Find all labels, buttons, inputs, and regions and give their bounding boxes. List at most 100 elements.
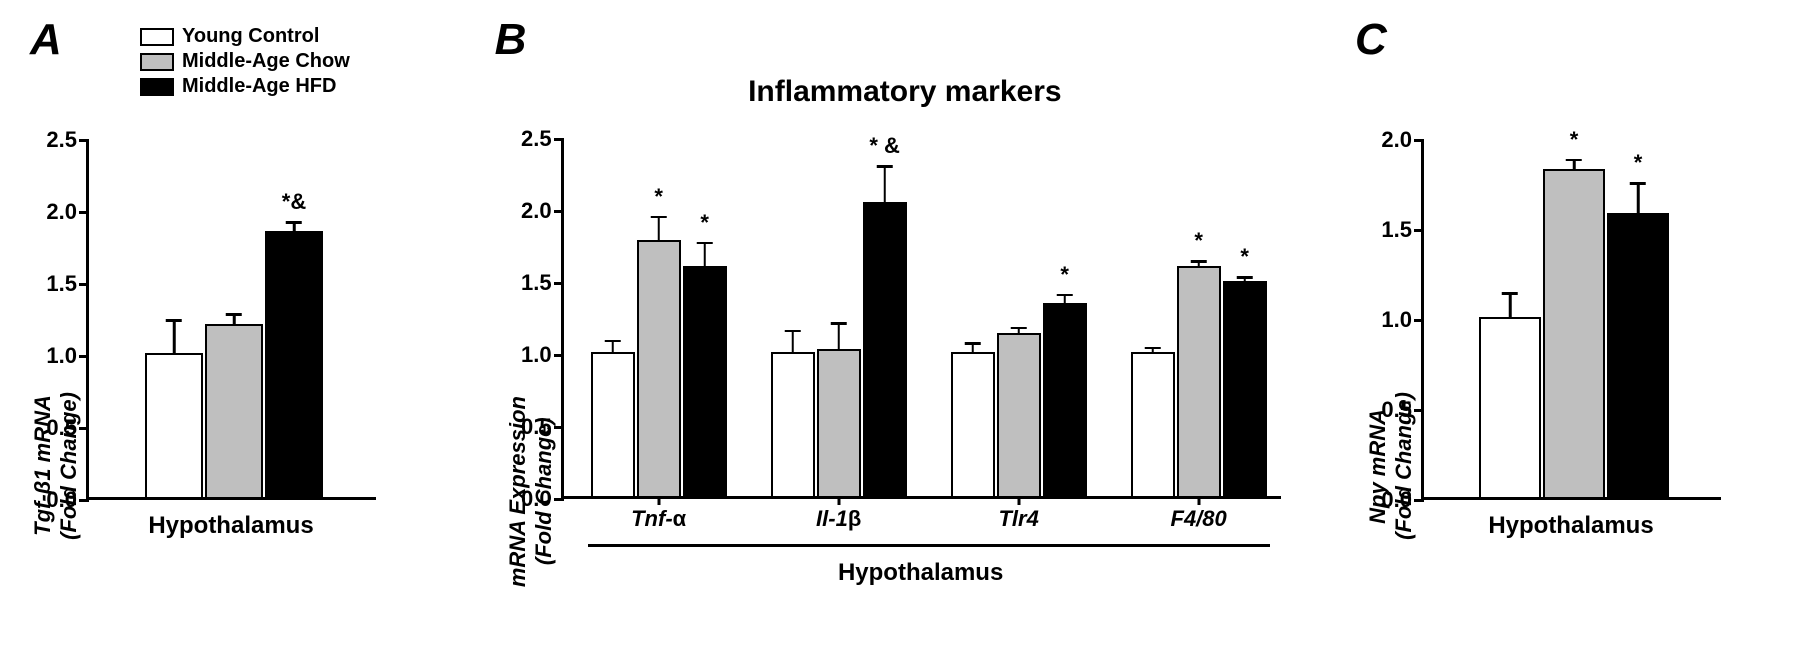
bar-group: ** (1479, 169, 1669, 497)
y-tick-label: 2.0 (1381, 127, 1412, 153)
error-cap (1145, 347, 1161, 350)
significance-marker: * & (869, 133, 900, 159)
y-tick-label: 0.0 (1381, 487, 1412, 513)
bar-group: *& (145, 231, 323, 497)
legend-item: Middle-Age Chow (140, 50, 350, 73)
y-tick-label: 1.0 (46, 343, 77, 369)
panel-b-plot: 0.00.51.01.52.02.5*** &***Tnf-αIl-1βTlr4… (561, 139, 1281, 499)
significance-marker: * (1240, 244, 1249, 270)
panel-c-label: C (1355, 15, 1387, 65)
bar (145, 353, 203, 497)
error-bar (703, 242, 706, 268)
legend-label: Middle-Age HFD (182, 75, 336, 98)
y-tick-label: 1.5 (46, 271, 77, 297)
bars-layer: ** (1424, 140, 1721, 497)
y-tick (79, 427, 89, 430)
legend-item: Young Control (140, 25, 350, 48)
y-tick-label: 1.0 (521, 342, 552, 368)
bar (205, 324, 263, 497)
error-cap (1191, 260, 1207, 263)
error-cap (605, 340, 621, 343)
bar (997, 333, 1041, 496)
y-tick-label: 2.5 (521, 126, 552, 152)
panel-a-chart: Tgf-β1 mRNA (Fold Change) 0.00.51.01.52.… (30, 140, 445, 540)
error-cap (1011, 327, 1027, 330)
y-tick (554, 354, 564, 357)
y-tick (1414, 139, 1424, 142)
y-tick-label: 0.0 (46, 487, 77, 513)
x-tick (1197, 496, 1200, 505)
bar (951, 352, 995, 496)
panel-a-plot: 0.00.51.01.52.02.5*& (86, 140, 376, 500)
y-tick-label: 0.0 (521, 486, 552, 512)
error-bar (233, 313, 236, 326)
y-tick (79, 283, 89, 286)
panel-b-xlabel: Hypothalamus (561, 559, 1281, 587)
significance-marker: * (700, 210, 709, 236)
x-tick-label: F4/80 (1171, 506, 1227, 532)
x-tick-label: Tlr4 (998, 506, 1038, 532)
y-tick-label: 2.0 (46, 199, 77, 225)
error-bar (1063, 294, 1066, 306)
significance-marker: * (654, 184, 663, 210)
panel-a-xlabel: Hypothalamus (86, 512, 376, 540)
x-tick (837, 496, 840, 505)
y-tick (79, 355, 89, 358)
y-tick (79, 139, 89, 142)
error-bar (1243, 276, 1246, 283)
error-bar (1197, 260, 1200, 267)
error-bar (1509, 292, 1512, 319)
bar: * (1043, 303, 1087, 496)
error-cap (1502, 292, 1518, 295)
error-cap (1237, 276, 1253, 279)
significance-marker: * (1194, 228, 1203, 254)
bar: * (1177, 266, 1221, 496)
y-tick (554, 138, 564, 141)
y-tick (554, 498, 564, 501)
bar-group: * (951, 303, 1087, 496)
error-bar (883, 165, 886, 204)
figure: A Young ControlMiddle-Age ChowMiddle-Age… (30, 20, 1770, 587)
error-cap (877, 165, 893, 168)
y-tick (79, 211, 89, 214)
y-tick (1414, 229, 1424, 232)
panel-a-label: A (30, 15, 62, 65)
panel-c-plot: 0.00.51.01.52.0** (1421, 140, 1721, 500)
panel-b-title: Inflammatory markers (505, 75, 1305, 109)
significance-marker: * (1570, 127, 1579, 153)
y-tick-label: 2.5 (46, 127, 77, 153)
legend-label: Young Control (182, 25, 319, 48)
error-bar (293, 221, 296, 233)
bar: * (683, 266, 727, 496)
panel-b-label: B (495, 15, 527, 65)
x-tick (1017, 496, 1020, 505)
error-cap (166, 319, 182, 322)
panel-c-xlabel: Hypothalamus (1421, 512, 1721, 540)
error-bar (837, 322, 840, 351)
legend-swatch (140, 78, 174, 96)
error-bar (1573, 159, 1576, 172)
y-tick (554, 426, 564, 429)
y-tick (554, 210, 564, 213)
y-tick-label: 1.5 (1381, 217, 1412, 243)
error-cap (286, 221, 302, 224)
bar (771, 352, 815, 496)
panel-c: C Npy mRNA (Fold Change) 0.00.51.01.52.0… (1365, 20, 1770, 540)
error-cap (1630, 182, 1646, 185)
bar: * (1543, 169, 1605, 497)
error-cap (697, 242, 713, 245)
y-tick (554, 282, 564, 285)
bars-layer: *& (89, 140, 376, 497)
legend-label: Middle-Age Chow (182, 50, 350, 73)
bar (1131, 352, 1175, 496)
significance-marker: * (1060, 262, 1069, 288)
panel-b-chart: mRNA Expression (Fold Change) 0.00.51.01… (505, 139, 1305, 587)
error-cap (226, 313, 242, 316)
error-cap (1057, 294, 1073, 297)
error-cap (651, 216, 667, 219)
y-tick-label: 0.5 (46, 415, 77, 441)
error-bar (971, 342, 974, 354)
bars-layer: *** &*** (564, 139, 1281, 496)
error-bar (1017, 327, 1020, 336)
bar: * (1223, 281, 1267, 496)
